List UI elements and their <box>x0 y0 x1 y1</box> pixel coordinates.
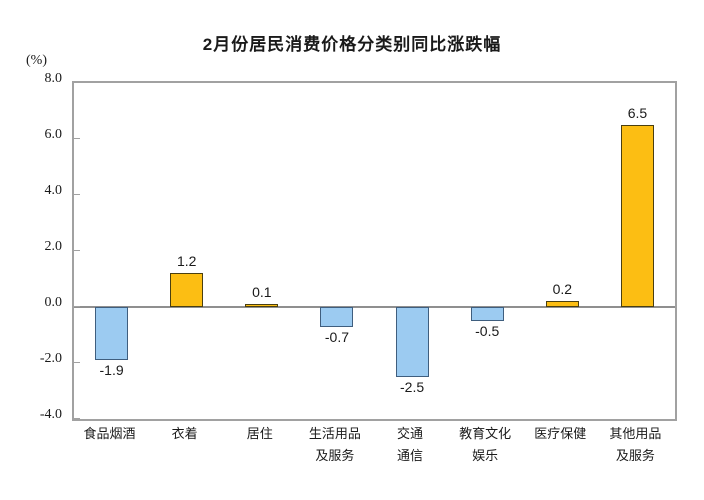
y-tick-label: 2.0 <box>44 239 63 254</box>
bar-医疗保健 <box>545 301 579 307</box>
bar-value-label: 0.2 <box>552 281 573 298</box>
bar-食品烟酒 <box>95 307 129 361</box>
plot-area: -1.9 1.2 0.1 -0.7 -2.5 -0.5 0.2 6.5 <box>72 81 677 421</box>
y-tick-label: 4.0 <box>44 183 63 198</box>
y-tick-label: 8.0 <box>44 71 63 86</box>
bar-交通通信 <box>395 307 429 377</box>
y-tick-label: -4.0 <box>39 407 62 422</box>
bar-教育文化娱乐 <box>470 307 504 321</box>
y-tick-mark <box>74 138 80 139</box>
zero-axis-line <box>74 306 675 308</box>
bar-居住 <box>245 304 279 307</box>
bar-value-label: -0.7 <box>324 328 349 345</box>
y-tick-mark <box>74 194 80 195</box>
bar-生活用品及服务 <box>320 307 354 327</box>
x-category-label: 居住 <box>246 426 273 441</box>
bar-value-label: 6.5 <box>627 105 648 121</box>
y-tick-mark <box>74 82 80 83</box>
y-tick-mark <box>74 250 80 251</box>
x-axis-labels: 食品烟酒 衣着 居住 生活用品 及服务 交通 通信 教育文化 娱乐 医疗保健 其他用品 及服务 <box>72 423 673 493</box>
y-tick-label: 6.0 <box>44 127 63 142</box>
y-tick-label: -2.0 <box>39 351 62 366</box>
bar-value-label: 0.1 <box>252 284 272 301</box>
bar-其他用品及服务 <box>620 125 654 307</box>
chart-title: 2月份居民消费价格分类别同比涨跌幅 <box>202 35 502 54</box>
y-axis-unit-label: (%) <box>26 53 47 68</box>
x-category-label: 衣着 <box>171 426 198 441</box>
x-category-label: 其他用品 及服务 <box>609 426 662 464</box>
bar-value-label: 1.2 <box>176 253 197 270</box>
y-tick-mark <box>74 362 80 363</box>
x-category-label: 食品烟酒 <box>83 426 136 441</box>
bar-value-label: -2.5 <box>400 379 425 395</box>
y-tick-label: 0.0 <box>44 295 63 310</box>
bar-value-label: -0.5 <box>475 323 500 339</box>
x-category-label: 教育文化 娱乐 <box>459 426 512 464</box>
x-category-label: 交通 通信 <box>397 426 424 464</box>
y-tick-mark <box>74 306 80 307</box>
x-category-label: 医疗保健 <box>534 426 587 441</box>
bar-value-label: -1.9 <box>99 362 124 379</box>
x-category-label: 生活用品 及服务 <box>308 426 361 464</box>
bar-衣着 <box>170 273 204 307</box>
y-tick-mark <box>74 418 80 419</box>
